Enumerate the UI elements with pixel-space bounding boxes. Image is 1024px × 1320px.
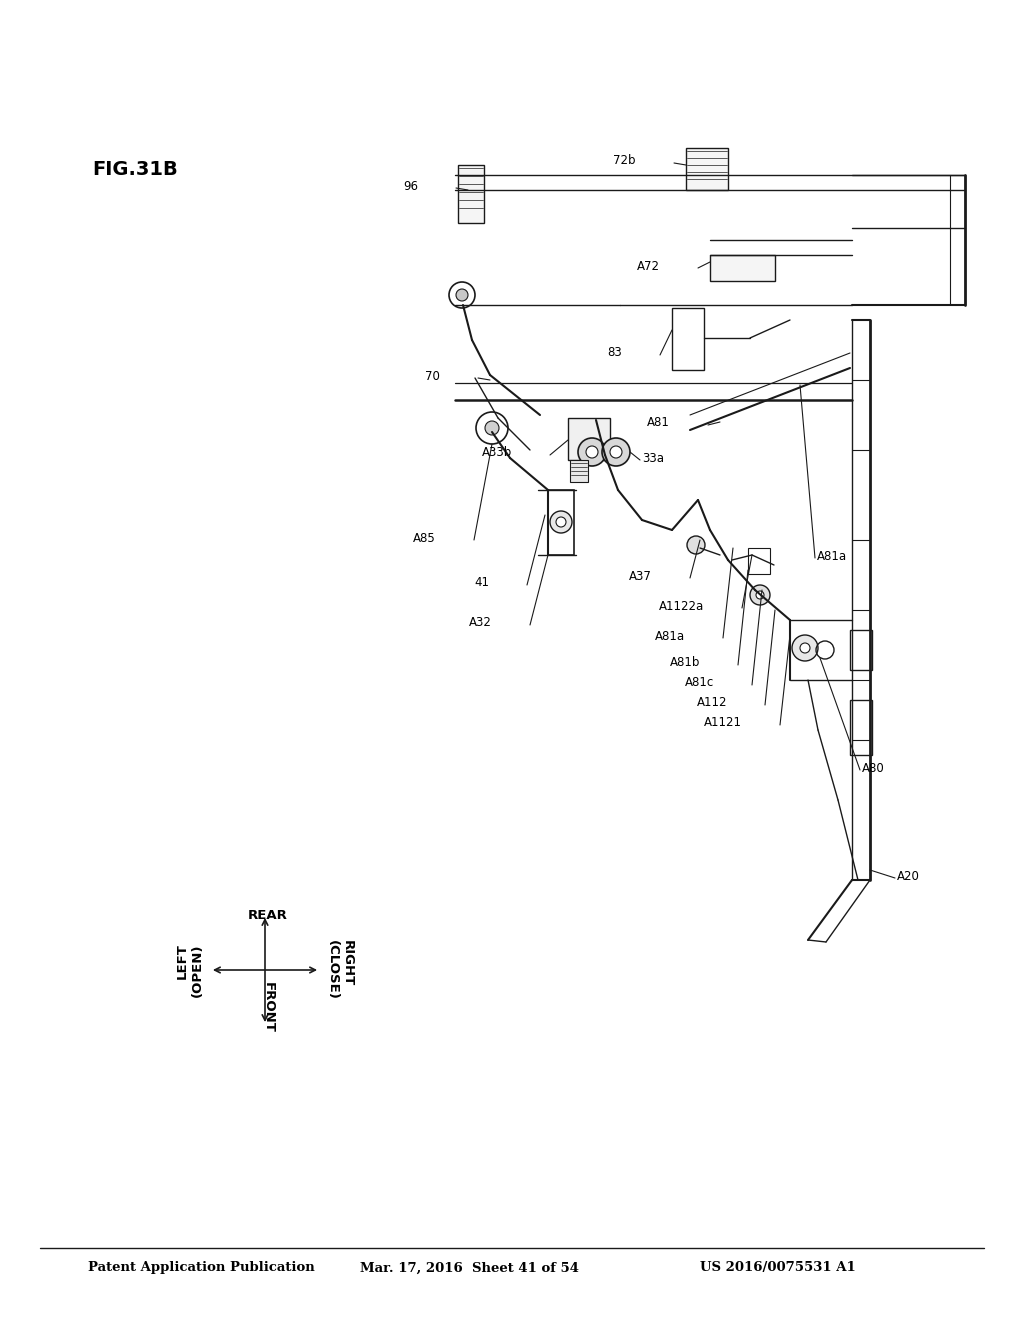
Circle shape [756, 591, 764, 599]
Text: US 2016/0075531 A1: US 2016/0075531 A1 [700, 1262, 856, 1275]
Bar [850, 630, 872, 671]
Bar [748, 548, 770, 574]
Circle shape [550, 511, 572, 533]
Circle shape [485, 421, 499, 436]
Text: Mar. 17, 2016  Sheet 41 of 54: Mar. 17, 2016 Sheet 41 of 54 [360, 1262, 579, 1275]
Text: 41: 41 [474, 577, 489, 590]
Circle shape [792, 635, 818, 661]
Text: A32: A32 [469, 616, 492, 630]
Text: A81b: A81b [670, 656, 700, 669]
Text: 83: 83 [607, 346, 622, 359]
Bar [568, 418, 610, 459]
Text: LEFT
(OPEN): LEFT (OPEN) [176, 944, 204, 997]
Text: FIG.31B: FIG.31B [92, 160, 178, 180]
Circle shape [687, 536, 705, 554]
Bar [686, 148, 728, 190]
Bar [672, 308, 705, 370]
Bar [570, 459, 588, 482]
Text: A33b: A33b [481, 446, 512, 459]
Text: Patent Application Publication: Patent Application Publication [88, 1262, 314, 1275]
Circle shape [556, 517, 566, 527]
Text: A37: A37 [629, 569, 652, 582]
Text: REAR: REAR [248, 909, 288, 921]
Circle shape [476, 412, 508, 444]
Circle shape [578, 438, 606, 466]
Circle shape [750, 585, 770, 605]
Text: RIGHT
(CLOSE): RIGHT (CLOSE) [326, 940, 354, 1001]
Text: FRONT: FRONT [261, 982, 274, 1034]
Text: A1122a: A1122a [658, 599, 705, 612]
Bar [710, 255, 775, 281]
Circle shape [586, 446, 598, 458]
Text: A20: A20 [897, 870, 920, 883]
Circle shape [449, 282, 475, 308]
Text: 96: 96 [403, 180, 418, 193]
Text: A1121: A1121 [705, 717, 742, 730]
Circle shape [800, 643, 810, 653]
Text: A81c: A81c [685, 676, 714, 689]
Bar [458, 165, 484, 223]
Text: 33a: 33a [642, 451, 664, 465]
Circle shape [456, 289, 468, 301]
Text: A81: A81 [647, 417, 670, 429]
Text: A80: A80 [862, 762, 885, 775]
Text: A81a: A81a [817, 549, 847, 562]
Text: A81a: A81a [655, 630, 685, 643]
Text: A112: A112 [696, 697, 727, 710]
Circle shape [602, 438, 630, 466]
Text: A85: A85 [414, 532, 436, 544]
Text: 72b: 72b [613, 154, 636, 168]
Text: A72: A72 [637, 260, 660, 272]
Text: 70: 70 [425, 370, 440, 383]
Bar [548, 490, 574, 554]
Bar [850, 700, 872, 755]
Circle shape [610, 446, 622, 458]
